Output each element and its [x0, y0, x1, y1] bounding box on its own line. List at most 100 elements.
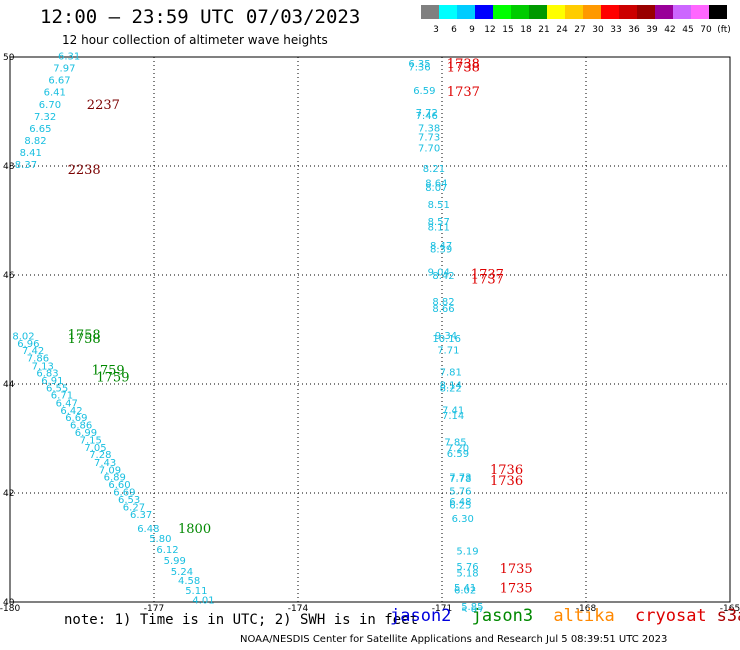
swh-value-label: 6.96	[17, 339, 39, 350]
legend-label: 42	[664, 25, 675, 35]
legend-swatch	[637, 5, 655, 19]
satellite-name-cryosat: cryosat	[635, 606, 707, 626]
swh-value-label: 10.16	[432, 334, 461, 345]
satellite-name-jason3: jason3	[471, 606, 534, 626]
x-tick-label: -180	[0, 604, 20, 612]
swh-value-label: 8.47	[430, 241, 452, 252]
swh-value-label: 6.35	[408, 59, 430, 70]
legend-swatch	[655, 5, 673, 19]
swh-value-label: 6.83	[36, 368, 58, 379]
swh-value-label: 8.11	[428, 222, 450, 233]
time-label: 2238	[68, 163, 101, 178]
swh-value-label: 6.27	[123, 502, 145, 513]
legend-swatch	[565, 5, 583, 19]
swh-value-label: 7.97	[53, 64, 75, 75]
swh-value-label: 6.91	[41, 376, 63, 387]
time-label: 1759	[92, 364, 125, 379]
legend-swatch	[709, 5, 727, 19]
swh-value-label: 6.55	[46, 384, 68, 395]
swh-value-label: 6.71	[51, 391, 73, 402]
swh-value-label: 6.53	[118, 495, 140, 506]
swh-value-label: 6.69	[113, 488, 135, 499]
swh-value-label: 5.76	[449, 487, 471, 498]
legend-label: 70	[700, 25, 712, 35]
swh-value-label: 6.42	[60, 406, 82, 417]
swh-value-label: 7.15	[80, 435, 102, 446]
time-label: 1737	[447, 85, 480, 100]
swh-value-label: 7.13	[32, 361, 54, 372]
swh-value-label: 6.70	[39, 100, 61, 111]
time-label: 1735	[500, 562, 533, 577]
legend-swatch	[529, 5, 547, 19]
swh-value-label: 7.46	[416, 111, 438, 122]
legend-swatch	[691, 5, 709, 19]
chart-subtitle: 12 hour collection of altimeter wave hei…	[62, 33, 328, 47]
legend-label: 12	[484, 25, 495, 35]
legend-label: 3	[433, 25, 439, 35]
legend-swatch	[475, 5, 493, 19]
time-label: 1759	[96, 370, 129, 385]
swh-value-label: 6.48	[449, 497, 471, 508]
time-label: 1736	[490, 474, 523, 489]
legend-swatch	[583, 5, 601, 19]
swh-value-label: 5.80	[149, 534, 171, 545]
time-label: 1737	[471, 273, 504, 288]
legend-label: 6	[451, 25, 457, 35]
swh-value-label: 8.57	[428, 217, 450, 228]
swh-value-label: 7.32	[34, 112, 56, 123]
legend-label: 27	[574, 25, 585, 35]
swh-value-label: 8.82	[24, 136, 46, 147]
swh-value-label: 8.51	[428, 200, 450, 211]
y-tick-label: 48	[3, 162, 15, 172]
swh-value-label: 8.22	[440, 384, 462, 395]
legend-swatch	[547, 5, 565, 19]
swh-value-label: 4.58	[178, 576, 200, 587]
x-tick-label: -177	[144, 604, 164, 612]
time-label: 1738	[447, 57, 480, 72]
legend-swatch	[601, 5, 619, 19]
legend-label: 9	[469, 25, 475, 35]
swh-value-label: 6.59	[447, 449, 469, 460]
swh-value-label: 5.97	[461, 607, 483, 612]
satellite-legend: jason2 jason3 altika cryosat s3a	[390, 606, 740, 626]
swh-value-label: 6.41	[44, 88, 66, 99]
swh-value-label: 7.28	[89, 450, 111, 461]
swh-color-legend: 3 6 9 12 15 18 21 24 27 30 33 36 39 42 45 70 (ft)	[421, 5, 731, 35]
swh-value-label: 7.73	[449, 472, 471, 483]
time-label: 1738	[447, 61, 480, 76]
swh-value-label: 7.38	[418, 124, 440, 135]
legend-label: 18	[520, 25, 532, 35]
legend-swatch	[457, 5, 475, 19]
y-tick-label: 46	[3, 271, 15, 281]
swh-value-label: 5.24	[171, 567, 193, 578]
swh-value-label: 6.69	[65, 413, 87, 424]
swh-value-label: 8.07	[425, 183, 447, 194]
swh-value-label: 7.20	[447, 444, 469, 455]
swh-value-label: 6.02	[454, 585, 476, 596]
y-tick-label: 44	[3, 380, 15, 390]
satellite-name-s3a: s3a	[716, 606, 740, 626]
time-label: 1800	[178, 522, 211, 537]
swh-value-label: 8.42	[432, 271, 454, 282]
x-tick-label: -171	[432, 604, 452, 612]
swh-value-label: 6.89	[104, 472, 126, 483]
swh-value-label: 7.81	[440, 367, 462, 378]
legend-label: 24	[556, 25, 568, 35]
satellite-name-altika: altika	[553, 606, 615, 626]
legend-label: 39	[646, 25, 658, 35]
swh-value-label: 6.30	[452, 514, 474, 525]
swh-value-label: 4.01	[192, 596, 214, 607]
swh-value-label: 8.41	[20, 148, 42, 159]
legend-swatch	[511, 5, 529, 19]
swh-value-label: 9.34	[435, 331, 457, 342]
plot-frame	[9, 56, 731, 603]
swh-value-label: 9.04	[428, 268, 450, 279]
footer-note: note: 1) Time is in UTC; 2) SWH is in fe…	[64, 612, 419, 628]
y-tick-label: 42	[3, 489, 14, 499]
swh-value-label: 7.78	[449, 474, 471, 485]
swh-value-label: 5.99	[164, 556, 186, 567]
legend-swatch	[421, 5, 439, 19]
swh-value-label: 8.14	[440, 380, 462, 391]
wave-height-plot: -180 -177 -174 -171 -168 -165 50 48 46 44 42 40 6.31…	[0, 52, 740, 612]
time-label: 1736	[490, 463, 523, 478]
